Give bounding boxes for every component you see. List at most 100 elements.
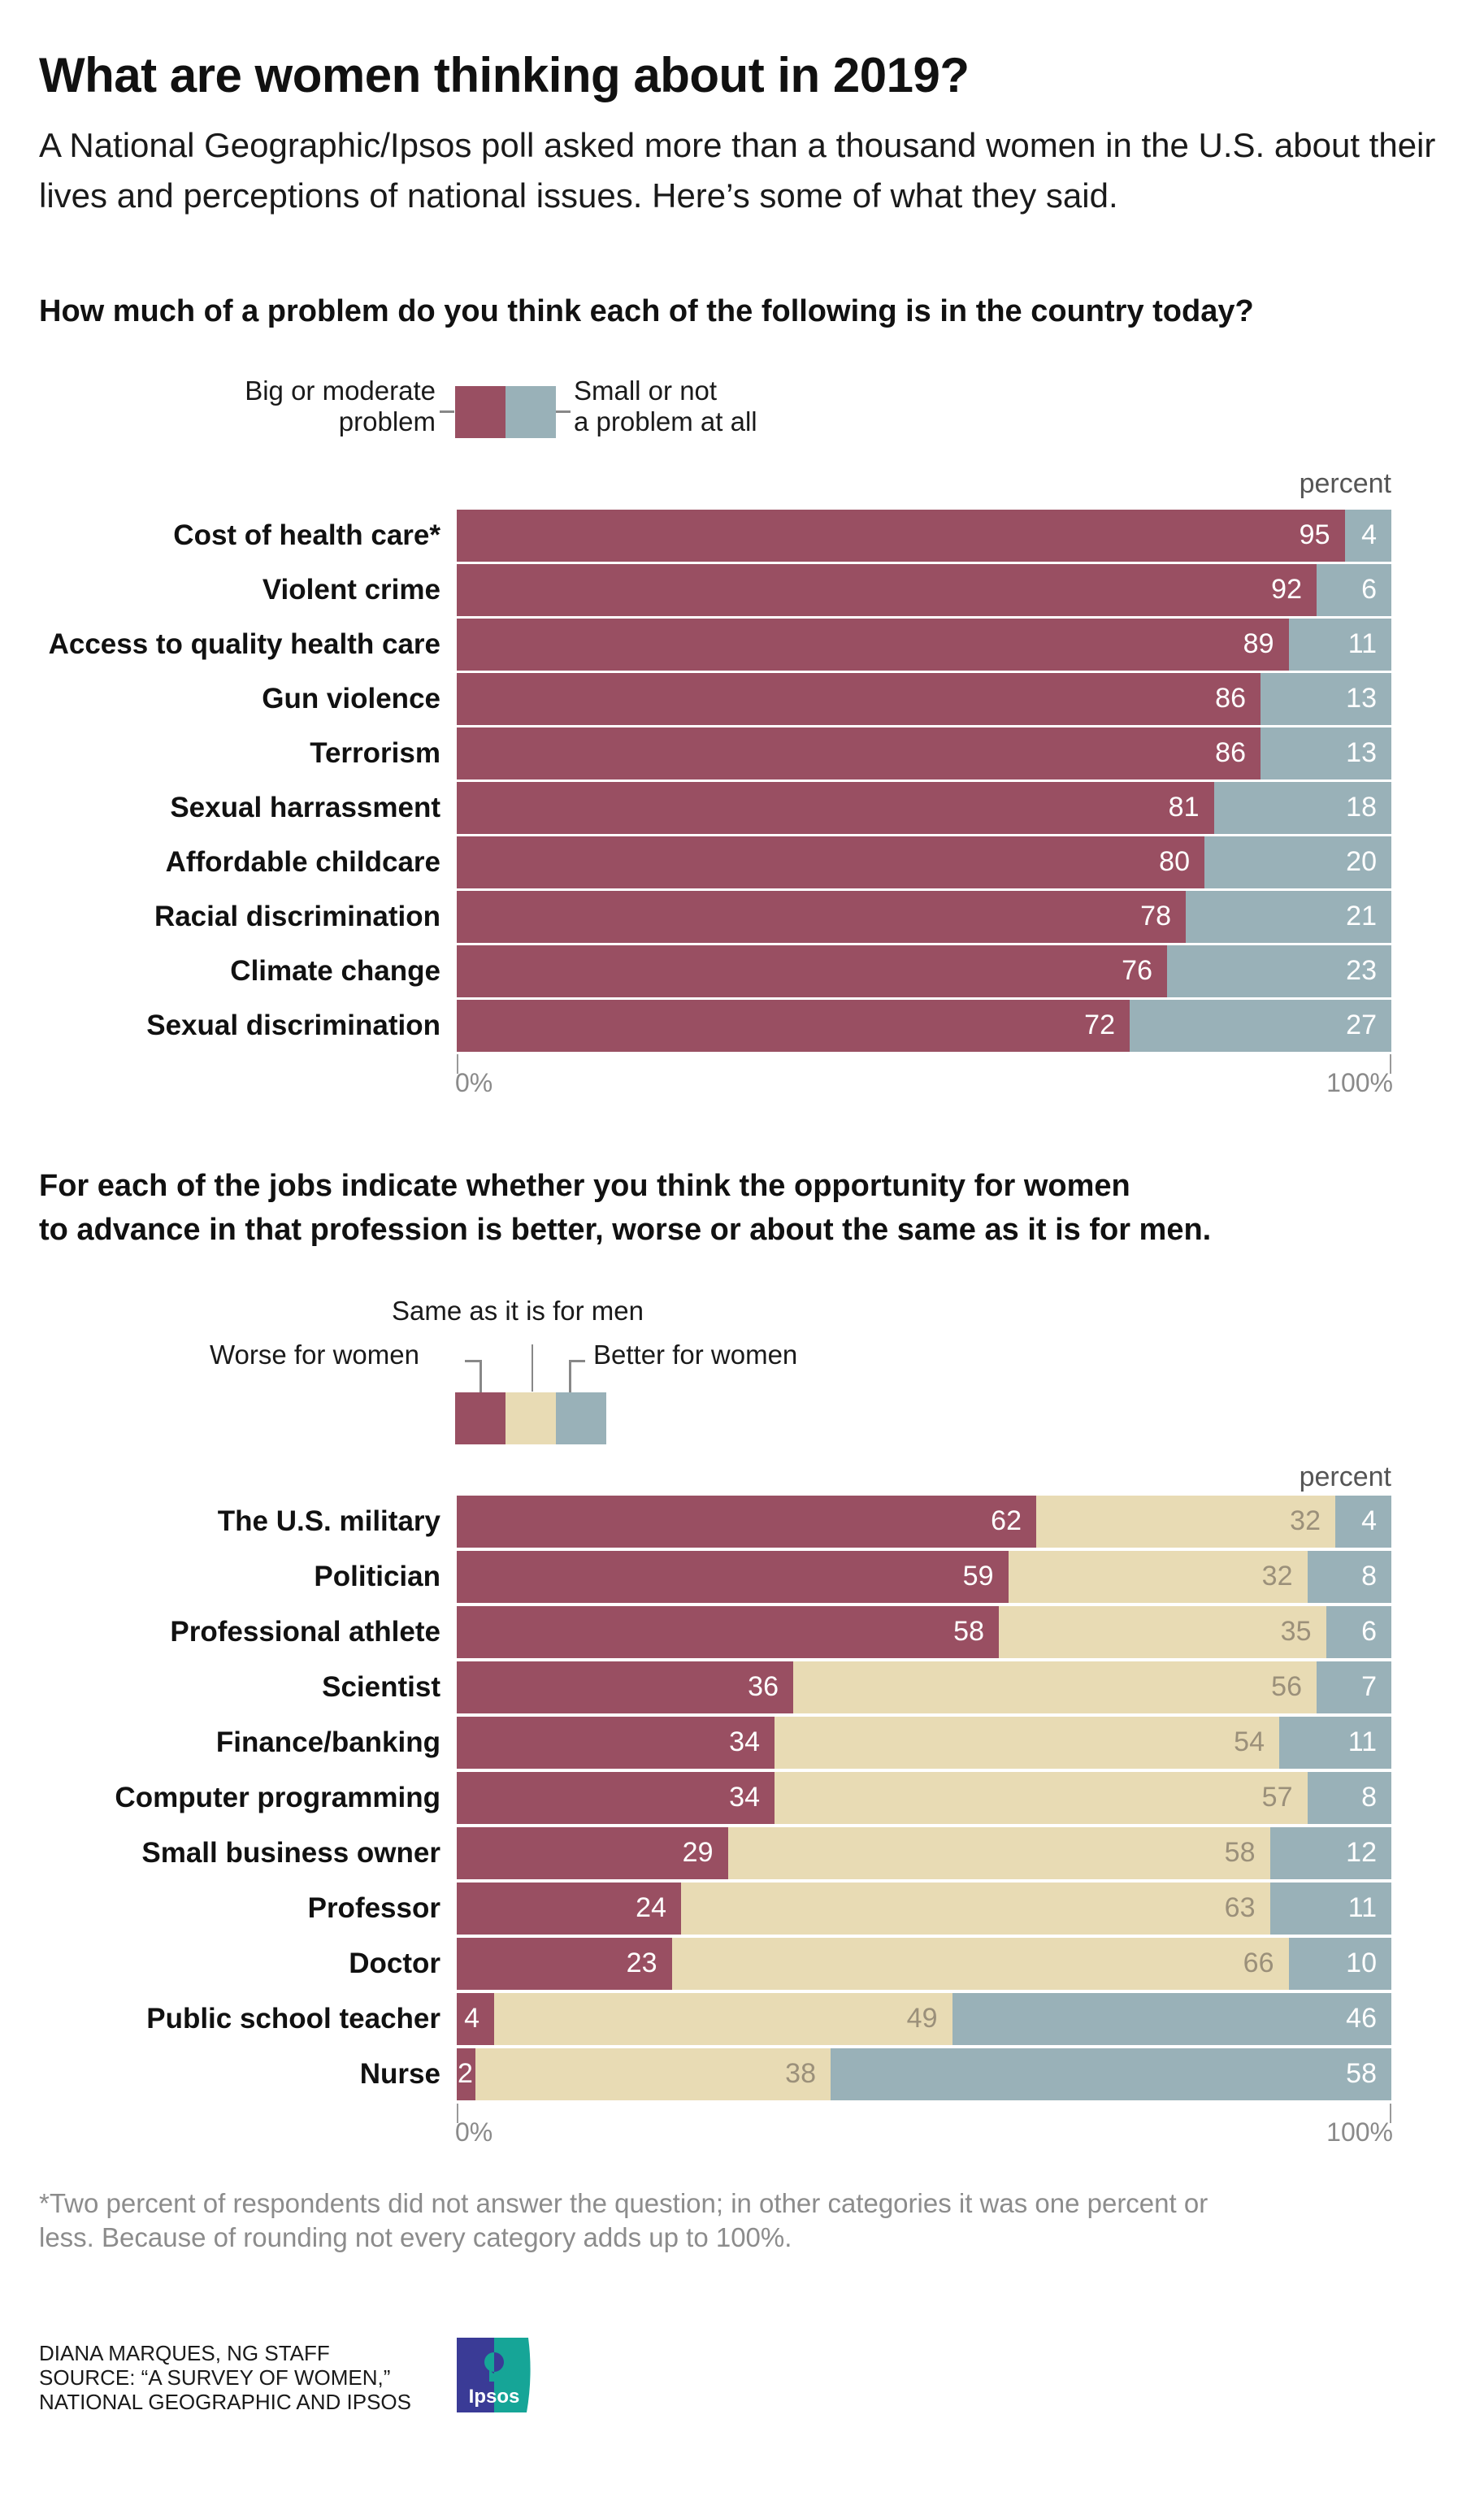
data-label: 29	[682, 1837, 714, 1868]
data-label: 49	[906, 2003, 938, 2034]
bar-segment-better-for-women	[1279, 1717, 1391, 1769]
data-label: 12	[1346, 1837, 1377, 1868]
bar-segment-big-or-moderate-problem	[457, 1000, 1130, 1052]
data-label: 72	[1084, 1010, 1115, 1040]
bar-segment-same-as-it-is-for-men	[775, 1772, 1308, 1824]
bar-segment-better-for-women	[1307, 1551, 1391, 1603]
chart2-question-line1: For each of the jobs indicate whether yo…	[39, 1169, 1130, 1203]
ipsos-logo-text: Ipsos	[469, 2386, 520, 2408]
data-label: 35	[1280, 1616, 1312, 1647]
legend-swatch-small-problem	[506, 386, 556, 438]
bar-segment-worse-for-women	[457, 1938, 672, 1990]
bar-segment-big-or-moderate-problem	[457, 945, 1167, 997]
data-label: 21	[1346, 901, 1377, 931]
row-label: Climate change	[230, 955, 440, 987]
legend-leader-line	[569, 1360, 571, 1392]
credit-author: DIANA MARQUES, NG STAFF	[39, 2341, 330, 2365]
bar-segment-big-or-moderate-problem	[457, 836, 1204, 888]
bar-segment-small-or-not-a-problem-at-all	[1317, 564, 1391, 616]
bar-segment-small-or-not-a-problem-at-all	[1261, 673, 1391, 725]
bar-segment-better-for-women	[1335, 1496, 1391, 1548]
bar-segment-small-or-not-a-problem-at-all	[1261, 727, 1391, 779]
chart2-question: For each of the jobs indicate whether yo…	[39, 1164, 1421, 1252]
data-label: 81	[1168, 792, 1200, 823]
bar-segment-same-as-it-is-for-men	[999, 1606, 1326, 1658]
legend-small-problem-label: Small or not a problem at all	[574, 376, 757, 436]
data-label: 2	[458, 2058, 473, 2089]
data-label: 18	[1346, 792, 1377, 823]
legend-leader-line	[556, 410, 571, 413]
data-label: 13	[1346, 737, 1377, 768]
row-label: Professor	[307, 1892, 440, 1924]
credit-source: SOURCE: “A SURVEY OF WOMEN,”	[39, 2365, 391, 2390]
chart1-question: How much of a problem do you think each …	[39, 294, 1254, 328]
chart2-axis-label-max: 100%	[1326, 2117, 1393, 2147]
data-label: 11	[1347, 1726, 1377, 1757]
data-label: 34	[729, 1782, 760, 1813]
data-label: 34	[729, 1726, 760, 1757]
data-label: 20	[1346, 846, 1377, 877]
row-label: Politician	[314, 1561, 440, 1592]
legend-same-label: Same as it is for men	[392, 1296, 644, 1326]
bar-segment-big-or-moderate-problem	[457, 510, 1345, 562]
bar-segment-better-for-women	[1269, 1827, 1391, 1879]
bar-segment-big-or-moderate-problem	[457, 782, 1214, 834]
ipsos-logo-icon: Ipsos	[457, 2338, 531, 2412]
legend-swatch-better	[556, 1392, 606, 1444]
bar-segment-same-as-it-is-for-men	[1036, 1496, 1335, 1548]
bar-segment-better-for-women	[1307, 1772, 1391, 1824]
data-label: 59	[962, 1561, 994, 1592]
bar-segment-same-as-it-is-for-men	[475, 2048, 831, 2100]
bar-segment-worse-for-women	[457, 1883, 681, 1935]
bar-segment-small-or-not-a-problem-at-all	[1288, 619, 1391, 671]
data-label: 4	[1361, 1505, 1377, 1536]
bar-segment-small-or-not-a-problem-at-all	[1130, 1000, 1391, 1052]
row-label: Violent crime	[262, 574, 440, 606]
chart1-percent-label: percent	[1299, 468, 1391, 499]
data-label: 58	[953, 1616, 984, 1647]
data-label: 4	[1361, 519, 1377, 550]
row-label: Computer programming	[115, 1782, 440, 1813]
data-label: 32	[1290, 1505, 1321, 1536]
row-label: Access to quality health care	[48, 628, 440, 660]
legend-swatch-worse	[455, 1392, 506, 1444]
bar-segment-worse-for-women	[457, 1606, 999, 1658]
data-label: 32	[1261, 1561, 1293, 1592]
data-label: 58	[1224, 1837, 1256, 1868]
bar-segment-same-as-it-is-for-men	[494, 1993, 952, 2045]
bar-segment-big-or-moderate-problem	[457, 564, 1317, 616]
data-label: 57	[1261, 1782, 1293, 1813]
data-label: 4	[464, 2003, 479, 2034]
credits: DIANA MARQUES, NG STAFF SOURCE: “A SURVE…	[39, 2341, 411, 2414]
bar-segment-worse-for-women	[457, 2048, 475, 2100]
data-label: 10	[1346, 1948, 1377, 1978]
row-label: Small business owner	[141, 1837, 440, 1869]
row-label: Gun violence	[262, 683, 440, 714]
data-label: 89	[1243, 628, 1274, 659]
chart2-axis-tick-0	[457, 2104, 458, 2123]
credit-source-org: NATIONAL GEOGRAPHIC AND IPSOS	[39, 2390, 411, 2414]
chart2-axis-label-min: 0%	[455, 2117, 493, 2147]
legend-big-problem-label: Big or moderate problem	[245, 376, 436, 436]
bar-segment-same-as-it-is-for-men	[681, 1883, 1270, 1935]
data-label: 6	[1361, 574, 1377, 605]
data-label: 92	[1271, 574, 1302, 605]
bar-segment-better-for-women	[831, 2048, 1391, 2100]
row-label: Cost of health care*	[173, 519, 440, 551]
data-label: 78	[1140, 901, 1171, 931]
data-label: 8	[1361, 1782, 1377, 1813]
chart1-axis-label-min: 0%	[455, 1068, 493, 1097]
data-label: 86	[1215, 683, 1246, 714]
bar-segment-small-or-not-a-problem-at-all	[1213, 782, 1391, 834]
data-label: 36	[748, 1671, 779, 1702]
chart2-question-line2: to advance in that profession is better,…	[39, 1213, 1212, 1247]
bar-segment-same-as-it-is-for-men	[727, 1827, 1270, 1879]
data-label: 58	[1346, 2058, 1377, 2089]
legend-leader-line	[440, 410, 454, 413]
data-label: 95	[1299, 519, 1330, 550]
data-label: 56	[1271, 1671, 1302, 1702]
row-label: Racial discrimination	[154, 901, 440, 932]
data-label: 38	[785, 2058, 816, 2089]
bar-segment-same-as-it-is-for-men	[793, 1661, 1317, 1713]
chart1-axis-tick-0	[457, 1054, 458, 1074]
